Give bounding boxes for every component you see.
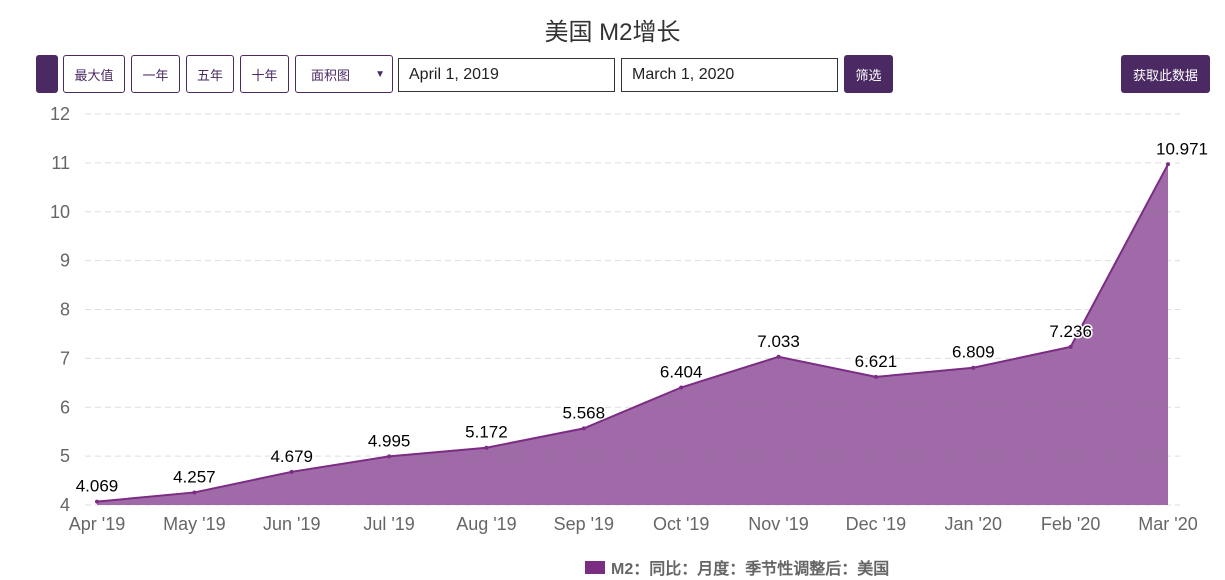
data-point — [873, 374, 878, 379]
x-tick-label: Feb '20 — [1041, 514, 1100, 534]
data-label: 5.172 — [465, 423, 508, 442]
chart-type-value: 面积图 — [311, 67, 351, 83]
x-tick-label: Nov '19 — [748, 514, 808, 534]
x-tick-label: Jan '20 — [945, 514, 1002, 534]
data-label: 6.404 — [660, 363, 703, 382]
data-label: 5.568 — [563, 403, 606, 422]
five-year-button[interactable]: 五年 — [186, 55, 234, 93]
y-tick-label: 5 — [60, 446, 70, 466]
y-tick-label: 12 — [50, 104, 70, 124]
y-tick-label: 9 — [60, 251, 70, 271]
data-point — [192, 490, 197, 495]
data-label: 4.069 — [76, 477, 119, 496]
x-tick-label: Sep '19 — [554, 514, 615, 534]
chart-title: 美国 M2增长 — [544, 19, 681, 46]
data-label: 6.809 — [952, 343, 995, 362]
x-tick-label: Jul '19 — [363, 514, 414, 534]
data-label: 7.236 — [1049, 322, 1092, 341]
filter-button[interactable]: 筛选 — [844, 55, 893, 93]
data-label: 4.257 — [173, 467, 216, 486]
x-tick-label: Aug '19 — [456, 514, 517, 534]
chart-type-select[interactable]: 面积图 ▼ — [295, 55, 393, 93]
dropdown-arrow-icon: ▼ — [375, 68, 385, 80]
data-point — [289, 469, 294, 474]
series-line — [96, 163, 1169, 503]
legend-label: M2：同比：月度：季节性调整后：美国 — [611, 561, 890, 578]
series-area — [97, 164, 1168, 506]
data-point — [971, 365, 976, 370]
data-point — [387, 454, 392, 459]
data-label: 7.033 — [757, 332, 800, 351]
one-year-button[interactable]: 一年 — [131, 55, 180, 93]
x-tick-label: Apr '19 — [69, 514, 125, 534]
data-label: 10.971 — [1156, 139, 1208, 158]
data-label: 4.995 — [368, 431, 411, 450]
data-point — [484, 445, 489, 450]
y-tick-label: 4 — [60, 495, 70, 515]
data-label: 4.679 — [270, 447, 313, 466]
x-tick-label: Jun '19 — [263, 514, 320, 534]
end-date-input[interactable]: March 1, 2020 — [621, 58, 838, 92]
x-tick-label: May '19 — [163, 514, 225, 534]
legend-swatch — [585, 560, 605, 574]
ten-year-button[interactable]: 十年 — [240, 55, 289, 93]
x-tick-label: Mar '20 — [1138, 514, 1197, 534]
y-tick-label: 10 — [50, 202, 70, 222]
x-tick-label: Dec '19 — [846, 514, 906, 534]
get-data-button[interactable]: 获取此数据 — [1121, 55, 1210, 93]
y-tick-label: 11 — [51, 153, 70, 173]
start-date-input[interactable]: April 1, 2019 — [398, 58, 615, 92]
menu-button[interactable] — [36, 55, 58, 93]
data-point — [776, 354, 781, 359]
data-point — [1166, 162, 1170, 167]
max-range-button[interactable]: 最大值 — [63, 55, 125, 93]
y-tick-label: 7 — [60, 348, 70, 368]
data-point — [1068, 344, 1073, 349]
x-tick-label: Oct '19 — [653, 514, 709, 534]
y-tick-label: 8 — [60, 300, 70, 320]
legend-item[interactable]: M2：同比：月度：季节性调整后：美国 — [585, 555, 889, 579]
data-point — [95, 499, 99, 504]
data-point — [581, 426, 586, 431]
y-tick-label: 6 — [60, 397, 70, 417]
data-point — [679, 385, 684, 390]
data-label: 6.621 — [855, 352, 898, 371]
